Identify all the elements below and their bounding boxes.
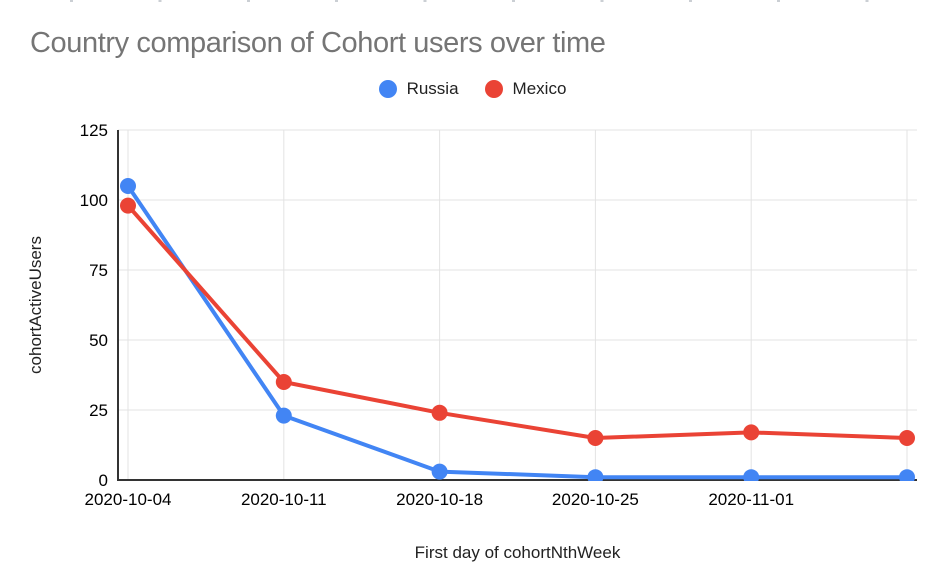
x-tick-label: 2020-10-18 xyxy=(396,490,483,509)
legend-label-russia: Russia xyxy=(406,79,459,98)
data-point-mexico-1[interactable] xyxy=(275,374,292,390)
data-point-mexico-2[interactable] xyxy=(431,404,448,421)
clipped-content-artifact xyxy=(70,0,876,2)
x-tick-label: 2020-11-01 xyxy=(708,490,794,509)
data-point-russia-5[interactable] xyxy=(899,469,915,485)
data-point-mexico-5[interactable] xyxy=(899,430,915,446)
data-point-russia-4[interactable] xyxy=(743,469,760,485)
chart-legend: Russia Mexico xyxy=(0,78,945,100)
data-point-mexico-4[interactable] xyxy=(743,424,760,441)
legend-label-mexico: Mexico xyxy=(512,79,567,98)
y-tick-label: 75 xyxy=(89,261,108,280)
y-tick-label: 50 xyxy=(89,331,108,350)
y-tick-label: 25 xyxy=(89,401,108,420)
chart-title: Country comparison of Cohort users over … xyxy=(30,27,606,59)
series-line-russia xyxy=(126,184,909,480)
x-tick-label: 2020-10-11 xyxy=(241,490,327,509)
data-point-russia-1[interactable] xyxy=(275,407,292,424)
y-tick-label: 100 xyxy=(80,191,108,210)
data-point-mexico-0[interactable] xyxy=(120,197,136,214)
data-point-russia-0[interactable] xyxy=(120,178,136,194)
data-point-russia-3[interactable] xyxy=(587,469,604,485)
legend-item-russia[interactable]: Russia xyxy=(378,79,459,99)
data-point-russia-2[interactable] xyxy=(431,463,448,480)
x-axis-title: First day of cohortNthWeek xyxy=(414,543,621,562)
data-point-mexico-3[interactable] xyxy=(587,430,604,446)
mexico-series-dot-icon xyxy=(484,80,503,98)
x-tick-label: 2020-10-04 xyxy=(85,490,172,509)
russia-series-dot-icon xyxy=(378,80,397,98)
series-line-mexico xyxy=(126,203,909,440)
x-tick-label: 2020-10-25 xyxy=(552,490,639,509)
legend-item-mexico[interactable]: Mexico xyxy=(484,79,567,99)
y-tick-label: 0 xyxy=(99,471,108,490)
y-axis-title: cohortActiveUsers xyxy=(26,236,45,374)
series-group xyxy=(120,178,915,485)
y-tick-label: 125 xyxy=(80,121,108,140)
